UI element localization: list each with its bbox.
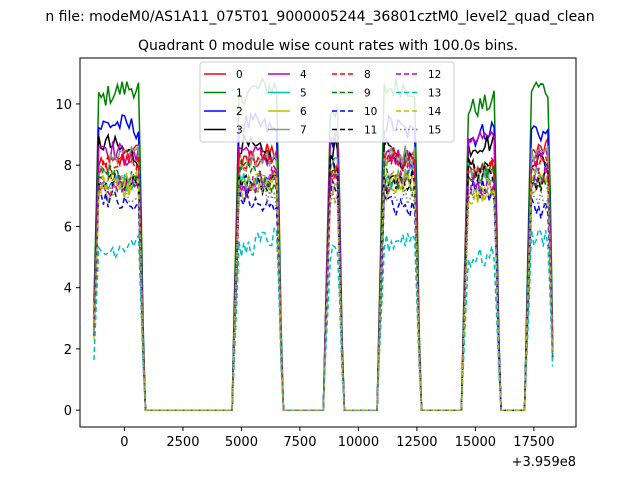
legend-label-8: 8 [364, 69, 371, 81]
y-tick-label: 0 [64, 404, 72, 419]
legend-label-15: 15 [428, 125, 441, 137]
x-tick-label: 10000 [338, 435, 379, 450]
x-tick-label: 12500 [396, 435, 437, 450]
legend-label-4: 4 [300, 69, 307, 81]
x-axis-offset-label: +3.959e8 [512, 455, 576, 470]
x-tick-label: 0 [120, 435, 128, 450]
x-axis-ticks: 0 2500 5000 7500 10000 12500 15000 17500 [120, 427, 555, 450]
axes-frame [79, 57, 577, 428]
legend-label-14: 14 [428, 106, 442, 118]
legend-label-2: 2 [236, 106, 243, 118]
series-line-2 [93, 111, 554, 411]
legend-label-13: 13 [428, 88, 441, 100]
x-tick-label: 7500 [283, 435, 316, 450]
y-tick-label: 4 [64, 282, 72, 297]
series-line-14 [93, 168, 554, 411]
y-tick-label: 2 [64, 343, 72, 358]
x-tick-label: 5000 [225, 435, 258, 450]
y-tick-label: 6 [64, 220, 72, 235]
series-line-8 [93, 148, 554, 411]
legend-label-6: 6 [300, 106, 307, 118]
series-line-15 [93, 176, 554, 411]
y-tick-label: 10 [55, 98, 72, 113]
x-tick-label: 2500 [166, 435, 199, 450]
legend-label-1: 1 [236, 88, 243, 100]
legend-label-11: 11 [364, 125, 377, 137]
x-tick-label: 17500 [513, 435, 554, 450]
series-line-0 [93, 137, 554, 411]
figure-suptitle: n file: modeM0/AS1A11_075T01_9000005244_… [45, 9, 594, 25]
legend-label-12: 12 [428, 69, 441, 81]
legend-label-5: 5 [300, 88, 307, 100]
series-line-11 [93, 151, 554, 411]
legend-label-9: 9 [364, 88, 371, 100]
y-tick-label: 8 [64, 159, 72, 174]
legend-label-0: 0 [236, 69, 243, 81]
legend-label-10: 10 [364, 106, 377, 118]
series-line-6 [93, 168, 554, 411]
legend-label-7: 7 [300, 125, 307, 137]
chart-title: Quadrant 0 module wise count rates with … [138, 38, 518, 54]
plot-series [93, 76, 554, 411]
y-axis-ticks: 0 2 4 6 8 10 [55, 98, 80, 419]
legend-label-3: 3 [236, 125, 243, 137]
x-tick-label: 15000 [455, 435, 496, 450]
legend-box [199, 61, 455, 143]
series-line-10 [93, 179, 554, 411]
